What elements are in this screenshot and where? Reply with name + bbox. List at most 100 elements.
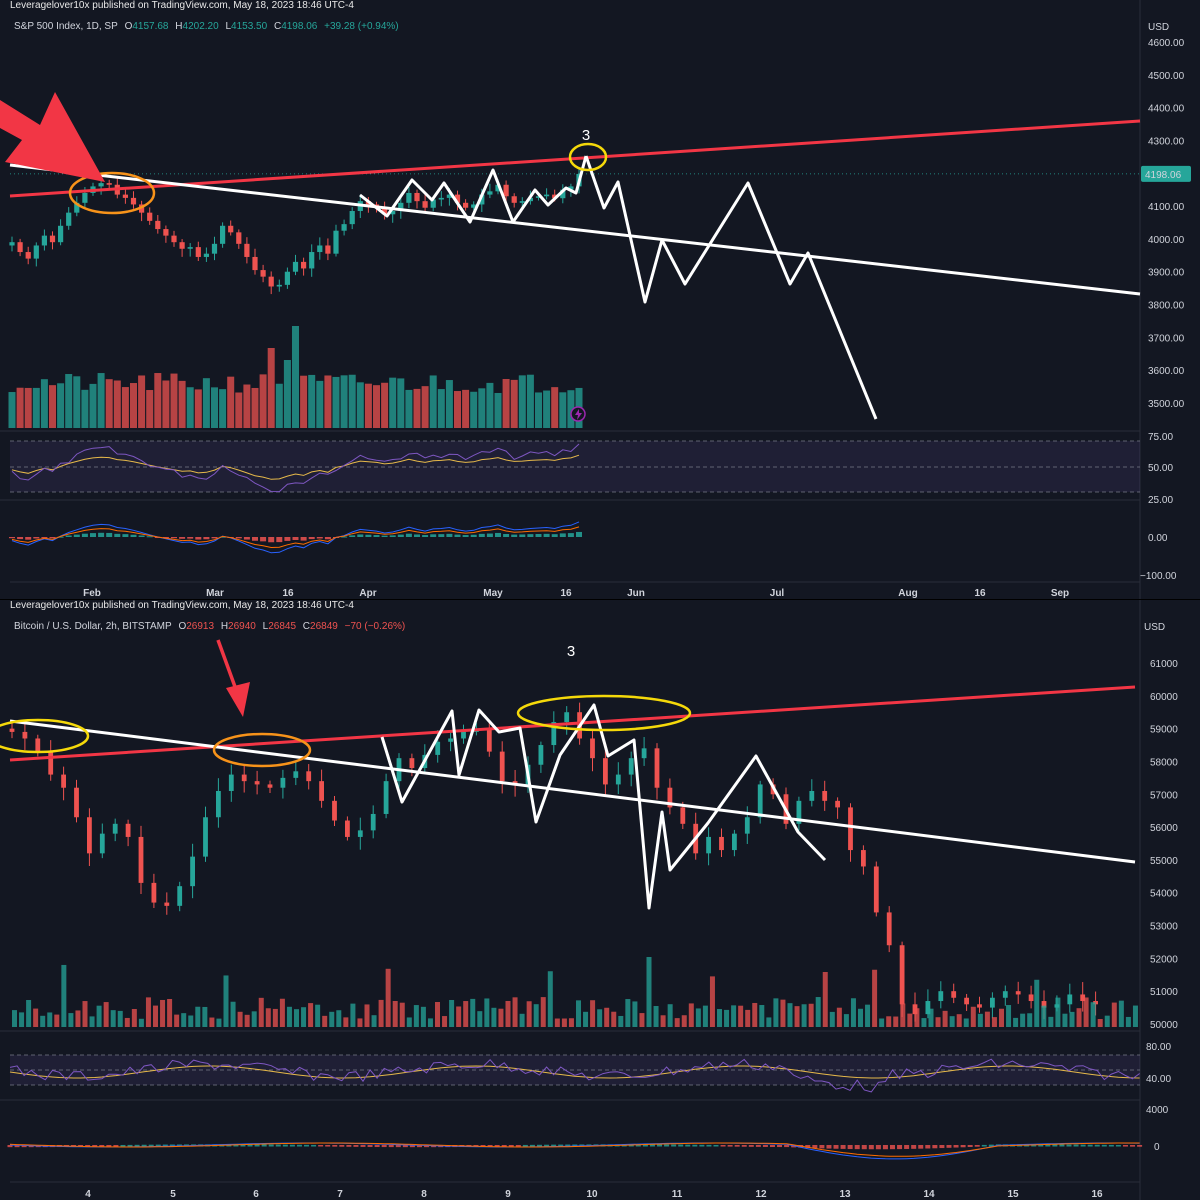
macd-histogram-bar bbox=[558, 1144, 564, 1147]
candle-body bbox=[228, 774, 234, 791]
macd-histogram-bar bbox=[671, 1144, 677, 1147]
highlight-ellipse[interactable] bbox=[212, 732, 312, 768]
red-arrow-shaft[interactable] bbox=[216, 639, 240, 696]
macd-histogram-bar bbox=[57, 536, 64, 538]
price-axis-label: 3800.00 bbox=[1148, 301, 1185, 312]
volume-bar bbox=[956, 1014, 962, 1027]
volume-bar bbox=[308, 1003, 314, 1027]
macd-histogram-bar bbox=[511, 534, 518, 537]
candle-body bbox=[203, 817, 208, 857]
volume-bar bbox=[879, 1018, 885, 1027]
macd-histogram-bar bbox=[559, 533, 566, 537]
macd-histogram-bar bbox=[260, 537, 267, 542]
volume-bar bbox=[872, 969, 878, 1027]
candle-body bbox=[430, 199, 436, 208]
spx-chart-canvas[interactable]: 4600.004500.004400.004300.004200.004100.… bbox=[0, 0, 1200, 600]
macd-histogram-bar bbox=[508, 1145, 514, 1147]
projection-path[interactable] bbox=[584, 155, 878, 420]
highlight-ellipse[interactable] bbox=[516, 694, 692, 732]
price-axis-label: 3600.00 bbox=[1148, 366, 1185, 377]
candle-body bbox=[267, 784, 273, 788]
candle-body bbox=[1067, 994, 1073, 1005]
candle-body bbox=[41, 235, 47, 246]
resistance-trendline[interactable] bbox=[9, 685, 1136, 762]
candle-body bbox=[301, 261, 307, 269]
macd-histogram-bar bbox=[988, 1144, 994, 1147]
macd-histogram-bar bbox=[261, 1144, 267, 1147]
macd-histogram-bar bbox=[904, 1145, 910, 1149]
candle-body bbox=[125, 823, 131, 837]
macd-histogram-bar bbox=[1073, 1144, 1079, 1147]
volume-bar bbox=[24, 387, 32, 428]
volume-bar bbox=[865, 1004, 871, 1027]
volume-bar bbox=[590, 1000, 596, 1027]
volume-bar bbox=[364, 383, 372, 428]
macd-histogram-bar bbox=[134, 1144, 140, 1147]
candle-body bbox=[422, 201, 428, 208]
volume-bar bbox=[420, 1006, 426, 1027]
volume-bar bbox=[559, 392, 567, 428]
volume-bar bbox=[1132, 1005, 1138, 1027]
highlight-ellipse[interactable] bbox=[68, 171, 156, 215]
support-trendline[interactable] bbox=[9, 163, 1141, 296]
symbol-name[interactable]: S&P 500 Index, 1D, SP bbox=[14, 21, 118, 32]
macd-histogram-bar bbox=[381, 1145, 387, 1148]
wave-zigzag[interactable] bbox=[359, 155, 588, 224]
candle-body bbox=[357, 830, 363, 837]
candle-body bbox=[164, 902, 170, 906]
candle-body bbox=[435, 741, 441, 755]
volume-bar bbox=[272, 1008, 278, 1027]
candle-body bbox=[349, 211, 355, 225]
time-axis-label: 12 bbox=[755, 1189, 767, 1200]
macd-histogram-bar bbox=[1108, 1144, 1114, 1147]
volume-bar bbox=[235, 392, 243, 428]
wave-zigzag[interactable] bbox=[380, 703, 827, 910]
macd-histogram-bar bbox=[325, 1145, 331, 1147]
volume-bar bbox=[427, 1018, 433, 1027]
volume-bar bbox=[265, 1008, 271, 1027]
volume-bar bbox=[413, 388, 421, 428]
volume-bar bbox=[162, 380, 170, 428]
macd-histogram-bar bbox=[171, 537, 177, 539]
candle-body bbox=[82, 192, 88, 203]
red-arrow-head[interactable] bbox=[226, 682, 250, 717]
volume-bar bbox=[717, 1009, 722, 1027]
volume-bar bbox=[283, 360, 291, 428]
high-value: 26940 bbox=[228, 621, 256, 632]
volume-bar bbox=[604, 1007, 610, 1027]
candle-body bbox=[280, 777, 286, 788]
time-axis-label: 16 bbox=[282, 588, 294, 599]
symbol-name[interactable]: Bitcoin / U.S. Dollar, 2h, BITSTAMP bbox=[14, 621, 172, 632]
candle-body bbox=[479, 194, 485, 205]
volume-bar bbox=[914, 1008, 920, 1027]
volume-bar bbox=[315, 1004, 321, 1027]
high-value: 4202.20 bbox=[182, 21, 219, 32]
resistance-trendline[interactable] bbox=[9, 119, 1141, 198]
volume-bar bbox=[1076, 1008, 1082, 1027]
btc-chart-canvas[interactable]: 6100060000590005800057000560005500054000… bbox=[0, 600, 1200, 1200]
volume-bar bbox=[674, 1018, 680, 1027]
macd-histogram-bar bbox=[73, 534, 80, 537]
candle-body bbox=[187, 247, 193, 249]
volume-bar bbox=[47, 1012, 53, 1027]
price-axis-label: 4400.00 bbox=[1148, 104, 1185, 115]
candle-body bbox=[499, 751, 505, 782]
volume-bar bbox=[731, 1005, 737, 1027]
ticker-legend: Bitcoin / U.S. Dollar, 2h, BITSTAMP O269… bbox=[14, 621, 409, 632]
volume-bar bbox=[660, 1015, 666, 1027]
btc-chart-panel[interactable]: 61000 60000 59000 58000 57000 56000 55000 54000… bbox=[0, 600, 1200, 1200]
volume-bar bbox=[153, 1005, 158, 1027]
macd-axis-label: 0.00 bbox=[1148, 533, 1168, 544]
spx-chart-panel[interactable]: 4600.004500.004400.004300.004200.004100.… bbox=[0, 0, 1200, 600]
macd-histogram-bar bbox=[235, 537, 242, 539]
highlight-ellipse[interactable] bbox=[568, 142, 608, 172]
price-axis-label: 56000 bbox=[1150, 823, 1178, 834]
volume-bar bbox=[286, 1006, 292, 1027]
red-arrow[interactable] bbox=[0, 92, 105, 182]
candle-body bbox=[654, 748, 660, 788]
candle-body bbox=[667, 787, 673, 808]
support-trendline[interactable] bbox=[9, 719, 1136, 864]
candle-body bbox=[886, 912, 892, 946]
macd-histogram-bar bbox=[353, 1145, 359, 1147]
highlight-ellipse[interactable] bbox=[0, 718, 90, 754]
